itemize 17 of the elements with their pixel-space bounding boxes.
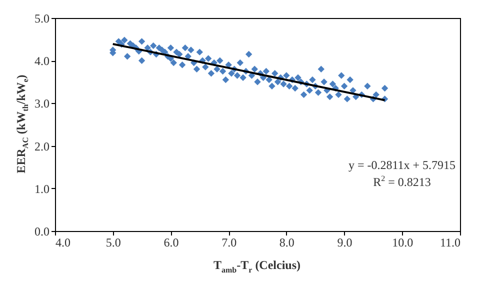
x-axis-title: T$_{amb}$-T$_{r}$ (Celcius) [213, 258, 301, 274]
x-tick-label: 7.0 [222, 236, 237, 250]
x-tick-label: 5.0 [106, 236, 121, 250]
annotation: R$^{2}$ = 0.8213 [373, 174, 431, 189]
y-tick-label: 2.0 [34, 139, 50, 154]
annotation: y = -0.2811x + 5.7915 [348, 158, 456, 172]
y-tick-label: 0.0 [34, 224, 50, 238]
y-tick-label: 3.0 [34, 96, 50, 111]
y-tick-label: 5.0 [34, 12, 50, 26]
x-tick-label: 11.0 [440, 236, 460, 250]
x-tick-label: 9.0 [337, 236, 352, 250]
x-tick-label: 4.0 [56, 236, 70, 250]
y-tick-label: 4.0 [34, 54, 50, 68]
x-tick-label: 6.0 [164, 236, 179, 250]
y-tick-label: 1.0 [34, 182, 50, 196]
x-tick-label: 8.0 [279, 236, 294, 250]
x-tick-label: 10.0 [392, 236, 414, 250]
